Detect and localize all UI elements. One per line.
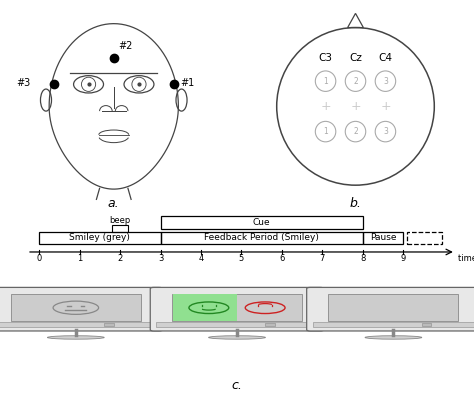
FancyBboxPatch shape xyxy=(307,287,474,331)
Text: +: + xyxy=(320,100,331,113)
Text: 2: 2 xyxy=(353,127,358,136)
Ellipse shape xyxy=(47,336,104,339)
Bar xyxy=(0,322,156,327)
Bar xyxy=(313,322,474,327)
FancyBboxPatch shape xyxy=(11,294,141,322)
Bar xyxy=(173,294,237,321)
Text: 8: 8 xyxy=(360,254,365,263)
Bar xyxy=(407,232,442,244)
FancyBboxPatch shape xyxy=(172,294,302,322)
Text: b.: b. xyxy=(349,197,362,210)
Text: 4: 4 xyxy=(198,254,203,263)
Text: #3: #3 xyxy=(16,78,30,88)
Text: 1: 1 xyxy=(77,254,82,263)
Bar xyxy=(161,232,363,244)
Text: 0: 0 xyxy=(36,254,42,263)
Bar xyxy=(161,216,363,229)
Text: Smiley (grey): Smiley (grey) xyxy=(69,233,130,242)
Text: Cz: Cz xyxy=(349,52,362,63)
Text: 5: 5 xyxy=(239,254,244,263)
Text: time in s: time in s xyxy=(458,254,474,263)
Text: Pause: Pause xyxy=(370,233,396,242)
Bar xyxy=(156,322,318,327)
Text: Cue: Cue xyxy=(253,217,271,227)
Text: 3: 3 xyxy=(383,77,388,85)
Text: beep: beep xyxy=(109,216,131,225)
Text: 2: 2 xyxy=(118,254,123,263)
Bar xyxy=(39,232,161,244)
Text: Feedback Period (Smiley): Feedback Period (Smiley) xyxy=(204,233,319,242)
FancyBboxPatch shape xyxy=(150,287,324,331)
Text: 7: 7 xyxy=(319,254,325,263)
Text: #1: #1 xyxy=(180,78,194,88)
Bar xyxy=(422,323,431,326)
Text: 9: 9 xyxy=(401,254,406,263)
Text: c.: c. xyxy=(232,379,242,392)
Text: 1: 1 xyxy=(323,127,328,136)
Text: 2: 2 xyxy=(353,77,358,85)
Bar xyxy=(363,232,403,244)
Text: a.: a. xyxy=(108,197,119,210)
Ellipse shape xyxy=(209,336,265,339)
Text: 3: 3 xyxy=(383,127,388,136)
Ellipse shape xyxy=(365,336,422,339)
Text: +: + xyxy=(380,100,391,113)
Text: +: + xyxy=(350,100,361,113)
Text: 1: 1 xyxy=(323,77,328,85)
Text: 6: 6 xyxy=(279,254,284,263)
Text: 3: 3 xyxy=(158,254,163,263)
Text: C3: C3 xyxy=(319,52,333,63)
Bar xyxy=(265,323,275,326)
Text: C4: C4 xyxy=(378,52,392,63)
Bar xyxy=(112,225,128,232)
Text: #2: #2 xyxy=(118,41,133,51)
FancyBboxPatch shape xyxy=(0,287,163,331)
FancyBboxPatch shape xyxy=(328,294,458,322)
Bar xyxy=(104,323,114,326)
